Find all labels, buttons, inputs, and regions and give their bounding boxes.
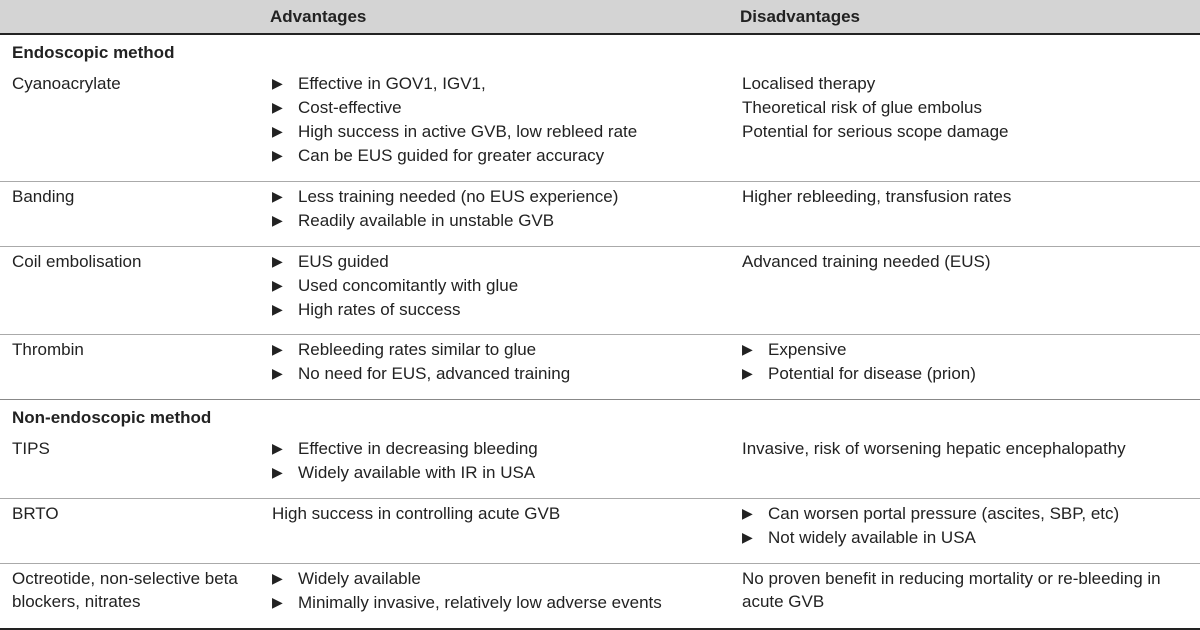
advantage-item: EUS guided: [272, 251, 720, 274]
method-cell: TIPS: [0, 434, 260, 498]
disadvantages-cell: No proven benefit in reducing mortality …: [730, 564, 1200, 629]
table-row: TIPS Effective in decreasing bleedingWide…: [0, 434, 1200, 498]
disadvantage-item: Localised therapy: [742, 73, 1190, 96]
disadvantages-cell: Localised therapyTheoretical risk of glu…: [730, 69, 1200, 181]
table-row: Coil embolisationEUS guidedUsed concomit…: [0, 246, 1200, 335]
disadvantage-list: Higher rebleeding, transfusion rates: [742, 186, 1190, 209]
advantages-cell: Widely availableMinimally invasive, rela…: [260, 564, 730, 629]
advantages-cell: EUS guidedUsed concomitantly with glueHi…: [260, 246, 730, 335]
method-cell: Octreotide, non-selective beta blockers,…: [0, 564, 260, 629]
method-cell: BRTO: [0, 499, 260, 564]
table-row: Banding Less training needed (no EUS expe…: [0, 181, 1200, 246]
table-row: CyanoacrylateEffective in GOV1, IGV1,Cos…: [0, 69, 1200, 181]
method-cell: Thrombin: [0, 335, 260, 400]
advantage-list: Less training needed (no EUS experience)…: [272, 186, 720, 233]
col-header-method: [0, 0, 260, 34]
disadvantage-item: Potential for disease (prion): [742, 363, 1190, 386]
method-cell: Cyanoacrylate: [0, 69, 260, 181]
col-header-disadvantages: Disadvantages: [730, 0, 1200, 34]
disadvantages-cell: ExpensivePotential for disease (prion): [730, 335, 1200, 400]
advantage-item: Used concomitantly with glue: [272, 275, 720, 298]
advantage-item: High success in controlling acute GVB: [272, 503, 720, 526]
advantage-item: High rates of success: [272, 299, 720, 322]
disadvantage-item: Potential for serious scope damage: [742, 121, 1190, 144]
advantage-list: High success in controlling acute GVB: [272, 503, 720, 526]
section-row: Non-endoscopic method: [0, 400, 1200, 435]
disadvantage-list: ExpensivePotential for disease (prion): [742, 339, 1190, 386]
table-header-row: Advantages Disadvantages: [0, 0, 1200, 34]
advantage-list: Widely availableMinimally invasive, rela…: [272, 568, 720, 615]
advantage-list: Effective in decreasing bleedingWidely a…: [272, 438, 720, 485]
advantage-item: Cost-effective: [272, 97, 720, 120]
advantage-list: Effective in GOV1, IGV1,Cost-effectiveHi…: [272, 73, 720, 168]
advantage-item: Widely available with IR in USA: [272, 462, 720, 485]
table-row: BRTO High success in controlling acute GV…: [0, 499, 1200, 564]
disadvantage-item: Advanced training needed (EUS): [742, 251, 1190, 274]
section-title: Non-endoscopic method: [0, 400, 1200, 435]
disadvantages-cell: Advanced training needed (EUS): [730, 246, 1200, 335]
advantage-item: Rebleeding rates similar to glue: [272, 339, 720, 362]
disadvantage-list: Invasive, risk of worsening hepatic ence…: [742, 438, 1190, 461]
advantage-item: High success in active GVB, low rebleed …: [272, 121, 720, 144]
comparison-table: Advantages Disadvantages Endoscopic meth…: [0, 0, 1200, 630]
disadvantage-item: Expensive: [742, 339, 1190, 362]
table-row: Octreotide, non-selective beta blockers,…: [0, 564, 1200, 629]
disadvantage-item: Can worsen portal pressure (ascites, SBP…: [742, 503, 1190, 526]
advantages-cell: Effective in decreasing bleedingWidely a…: [260, 434, 730, 498]
disadvantage-item: Not widely available in USA: [742, 527, 1190, 550]
disadvantages-cell: Can worsen portal pressure (ascites, SBP…: [730, 499, 1200, 564]
table-row: Thrombin Rebleeding rates similar to glue…: [0, 335, 1200, 400]
section-title: Endoscopic method: [0, 34, 1200, 69]
disadvantages-cell: Invasive, risk of worsening hepatic ence…: [730, 434, 1200, 498]
advantages-cell: Effective in GOV1, IGV1,Cost-effectiveHi…: [260, 69, 730, 181]
disadvantage-list: No proven benefit in reducing mortality …: [742, 568, 1190, 614]
advantages-cell: High success in controlling acute GVB: [260, 499, 730, 564]
disadvantage-list: Advanced training needed (EUS): [742, 251, 1190, 274]
advantage-item: Less training needed (no EUS experience): [272, 186, 720, 209]
advantage-item: Effective in decreasing bleeding: [272, 438, 720, 461]
section-row: Endoscopic method: [0, 34, 1200, 69]
advantage-item: Effective in GOV1, IGV1,: [272, 73, 720, 96]
disadvantage-list: Localised therapyTheoretical risk of glu…: [742, 73, 1190, 144]
advantage-item: Widely available: [272, 568, 720, 591]
advantage-list: Rebleeding rates similar to glueNo need …: [272, 339, 720, 386]
disadvantage-item: Invasive, risk of worsening hepatic ence…: [742, 438, 1190, 461]
advantage-item: Can be EUS guided for greater accuracy: [272, 145, 720, 168]
advantage-item: Minimally invasive, relatively low adver…: [272, 592, 720, 615]
disadvantage-item: No proven benefit in reducing mortality …: [742, 568, 1190, 614]
advantage-list: EUS guidedUsed concomitantly with glueHi…: [272, 251, 720, 322]
disadvantage-list: Can worsen portal pressure (ascites, SBP…: [742, 503, 1190, 550]
col-header-advantages: Advantages: [260, 0, 730, 34]
advantage-item: Readily available in unstable GVB: [272, 210, 720, 233]
method-cell: Banding: [0, 181, 260, 246]
method-cell: Coil embolisation: [0, 246, 260, 335]
disadvantage-item: Higher rebleeding, transfusion rates: [742, 186, 1190, 209]
advantages-cell: Rebleeding rates similar to glueNo need …: [260, 335, 730, 400]
disadvantages-cell: Higher rebleeding, transfusion rates: [730, 181, 1200, 246]
advantages-cell: Less training needed (no EUS experience)…: [260, 181, 730, 246]
advantage-item: No need for EUS, advanced training: [272, 363, 720, 386]
disadvantage-item: Theoretical risk of glue embolus: [742, 97, 1190, 120]
